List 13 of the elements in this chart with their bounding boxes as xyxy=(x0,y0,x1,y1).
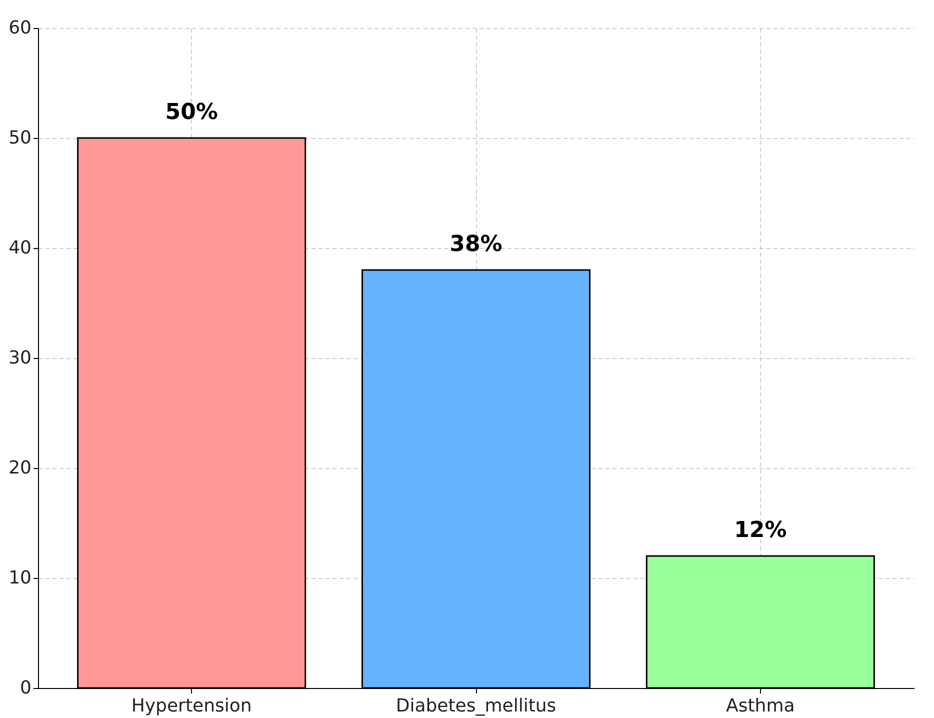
data-label: 12% xyxy=(734,518,787,543)
y-tick-label: 40 xyxy=(8,238,32,258)
data-label: 38% xyxy=(450,232,502,257)
x-tick-label: Diabetes_mellitus xyxy=(396,696,556,716)
y-tick-label: 30 xyxy=(8,348,32,368)
x-tick-label: Asthma xyxy=(726,696,795,716)
y-tick-label: 20 xyxy=(8,458,32,478)
y-tick-label: 10 xyxy=(8,568,32,588)
y-tick-label: 60 xyxy=(8,18,32,38)
y-tick-label: 0 xyxy=(20,678,32,698)
y-tick-label: 50 xyxy=(8,128,32,148)
data-label: 50% xyxy=(165,100,218,125)
x-tick-label: Hypertension xyxy=(131,696,252,716)
